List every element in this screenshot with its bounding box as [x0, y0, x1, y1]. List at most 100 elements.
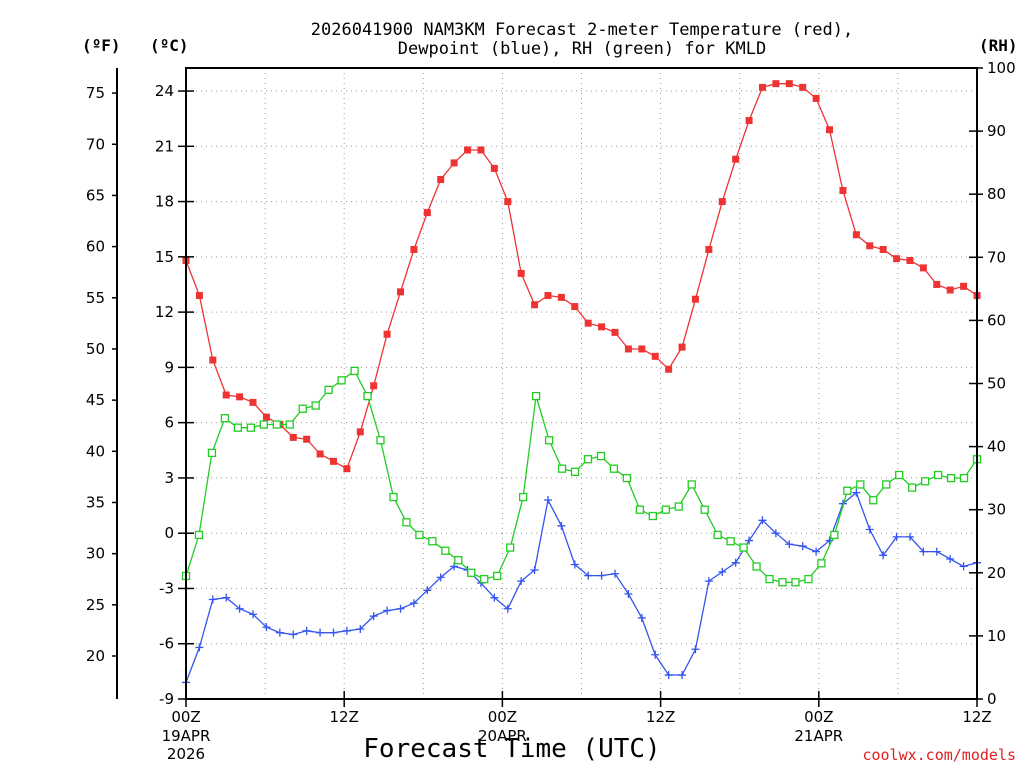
rh-point: [220, 414, 230, 423]
rh-tick-label: 60: [987, 311, 1006, 329]
rh-point: [920, 477, 930, 486]
temperature-point: [906, 257, 914, 265]
dewpoint-point: [798, 542, 807, 551]
dewpoint-point: [450, 562, 459, 571]
temperature-point: [879, 245, 887, 253]
series-1: [182, 488, 981, 687]
rh-point: [415, 530, 424, 540]
temperature-point: [329, 457, 337, 465]
x-tick-label: 12Z: [962, 708, 991, 726]
rh-point: [441, 546, 450, 555]
temperature-point: [866, 242, 874, 250]
fahrenheit-tick-label: 40: [86, 442, 105, 460]
celsius-tick-label: 18: [155, 193, 174, 211]
dewpoint-point: [812, 547, 821, 556]
rh-point: [778, 578, 787, 587]
rh-point: [830, 530, 839, 540]
temperature-point: [598, 323, 606, 331]
rh-tick-label: 50: [987, 375, 1006, 393]
rh-point: [350, 366, 359, 376]
temperature-point: [303, 435, 311, 443]
temperature-point: [852, 231, 860, 239]
rh-point: [635, 505, 645, 514]
celsius-unit-label: (ºC): [150, 36, 189, 55]
celsius-tick-label: 24: [155, 82, 174, 100]
series-line: [185, 369, 978, 583]
dewpoint-point: [409, 599, 418, 608]
dewpoint-point: [208, 595, 217, 604]
credit-text: coolwx.com/models: [862, 746, 1016, 764]
temperature-point: [397, 288, 405, 296]
rh-point: [609, 464, 619, 473]
rh-tick-label: 40: [987, 438, 1006, 456]
temperature-point: [732, 155, 740, 163]
dewpoint-point: [637, 613, 646, 622]
dewpoint-point: [611, 569, 620, 578]
temperature-point: [705, 245, 713, 253]
dewpoint-point: [664, 671, 673, 680]
celsius-tick-label: -9: [159, 690, 174, 708]
rh-tick-label: 100: [987, 59, 1016, 77]
rh-point: [363, 391, 372, 401]
dewpoint-point: [959, 562, 968, 571]
temperature-point: [960, 282, 968, 290]
dewpoint-point: [222, 593, 231, 602]
temperature-point: [919, 264, 927, 272]
temperature-point: [946, 286, 954, 294]
temperature-point: [423, 209, 431, 217]
temperature-point: [839, 187, 847, 195]
celsius-tick-label: 6: [164, 414, 174, 432]
dewpoint-point: [396, 604, 405, 613]
x-tick-year: 2026: [167, 745, 205, 763]
rh-point: [596, 451, 606, 461]
rh-point: [311, 401, 320, 410]
rh-point: [194, 530, 204, 540]
rh-point: [570, 467, 580, 476]
rh-point: [493, 571, 502, 581]
rh-point: [869, 496, 878, 505]
x-tick-label: 12Z: [330, 708, 359, 726]
celsius-tick-label: 12: [155, 303, 174, 321]
series-0: [182, 80, 981, 473]
temperature-point: [262, 413, 270, 421]
dewpoint-point: [503, 604, 512, 613]
dewpoint-point: [892, 532, 901, 541]
rh-point: [661, 505, 670, 514]
temperature-point: [289, 433, 297, 441]
dewpoint-point: [771, 529, 780, 538]
rh-point: [817, 559, 826, 568]
dewpoint-point: [865, 525, 874, 534]
rh-point: [648, 511, 657, 521]
dewpoint-point: [919, 547, 928, 556]
rh-point: [765, 574, 774, 584]
temperature-point: [638, 345, 646, 353]
temperature-point: [504, 198, 512, 206]
x-tick-date: 21APR: [794, 727, 843, 745]
x-tick-label: 00Z: [804, 708, 833, 726]
dewpoint-point: [570, 560, 579, 569]
rh-unit-label: (RH): [979, 36, 1018, 55]
rh-point: [908, 483, 917, 492]
temperature-point: [785, 80, 793, 88]
x-tick-date: 20APR: [478, 727, 527, 745]
rh-point: [298, 404, 307, 413]
fahrenheit-tick-label: 30: [86, 545, 105, 563]
x-tick-date: 19APR: [162, 727, 211, 745]
dewpoint-point: [745, 536, 754, 545]
temperature-point: [450, 159, 458, 167]
dewpoint-point: [651, 650, 660, 659]
dewpoint-point: [302, 626, 311, 635]
rh-point: [959, 473, 969, 483]
dewpoint-point: [758, 516, 767, 525]
temperature-point: [691, 295, 699, 303]
rh-point: [337, 376, 346, 385]
dewpoint-point: [624, 589, 633, 598]
dewpoint-point: [905, 532, 914, 541]
rh-point: [583, 455, 593, 464]
celsius-tick-label: 9: [164, 358, 174, 376]
dewpoint-point: [678, 671, 687, 680]
rh-tick-label: 0: [987, 690, 997, 708]
dewpoint-point: [785, 540, 794, 549]
temperature-point: [383, 330, 391, 338]
fahrenheit-tick-label: 75: [86, 84, 105, 102]
